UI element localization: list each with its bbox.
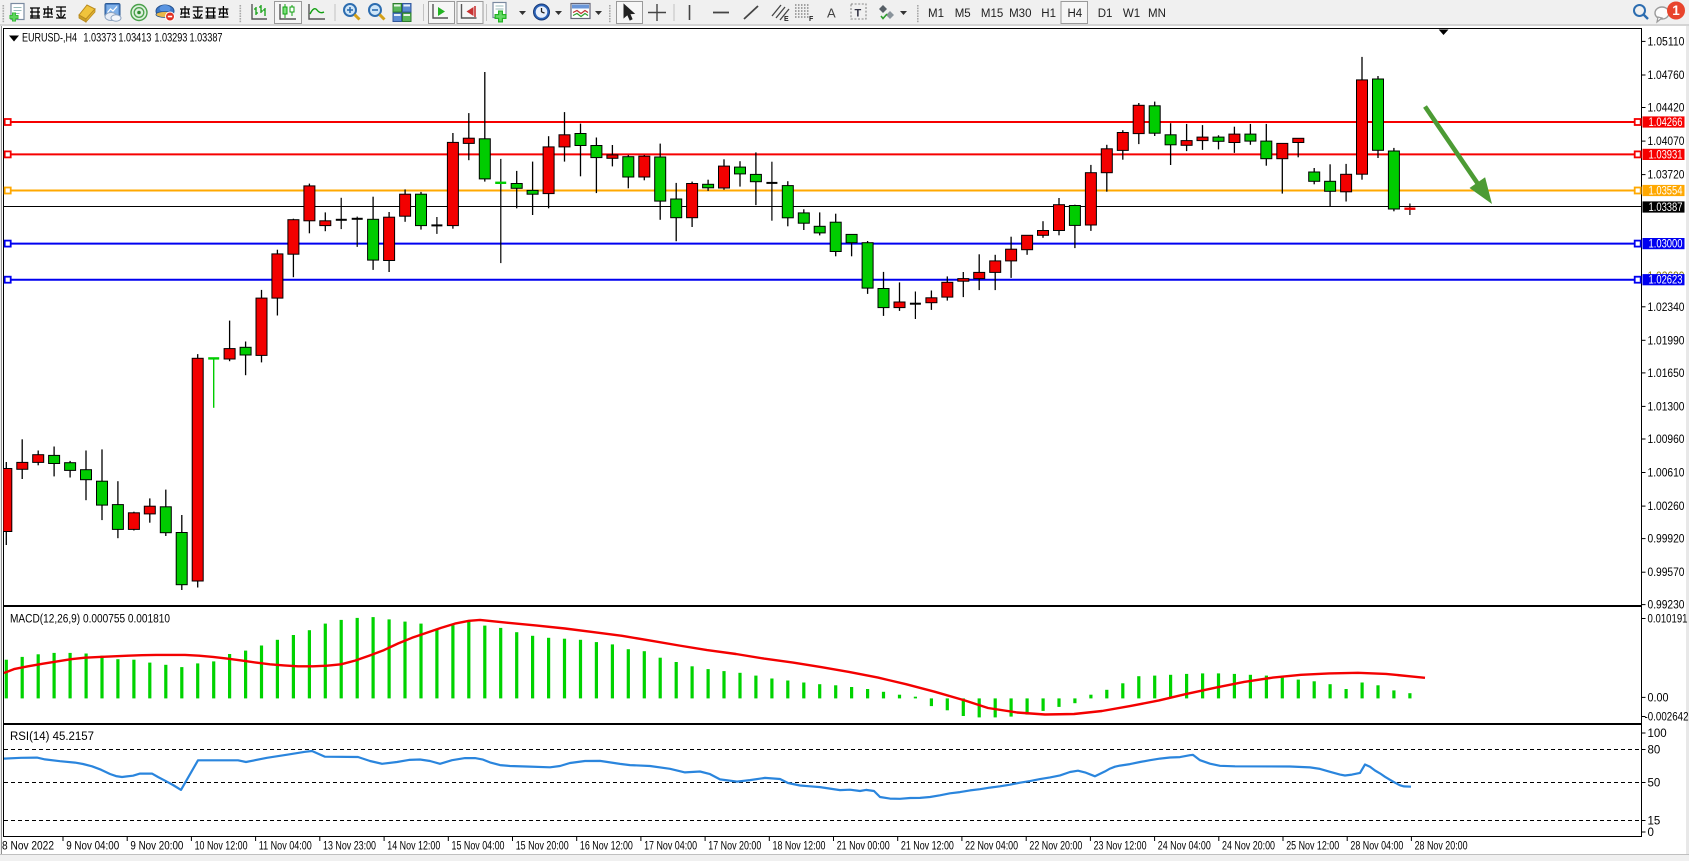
svg-text:1.01300: 1.01300 — [1648, 401, 1685, 413]
svg-text:50: 50 — [1648, 778, 1661, 790]
svg-text:0.00: 0.00 — [1648, 692, 1669, 704]
svg-text:9 Nov 04:00: 9 Nov 04:00 — [66, 841, 119, 853]
svg-text:1.03293: 1.03293 — [154, 31, 187, 45]
svg-text:1.01990: 1.01990 — [1648, 335, 1685, 347]
svg-text:1.04420: 1.04420 — [1648, 103, 1685, 115]
svg-text:21 Nov 00:00: 21 Nov 00:00 — [837, 841, 890, 853]
svg-text:H1: H1 — [1041, 8, 1056, 20]
svg-text:22 Nov 20:00: 22 Nov 20:00 — [1029, 841, 1082, 853]
svg-text:22 Nov 04:00: 22 Nov 04:00 — [965, 841, 1018, 853]
svg-text:1.03554: 1.03554 — [1649, 186, 1683, 198]
svg-text:T: T — [855, 8, 862, 20]
svg-text:1: 1 — [1672, 3, 1680, 18]
svg-text:10 Nov 12:00: 10 Nov 12:00 — [195, 841, 248, 853]
svg-text:1.03413: 1.03413 — [118, 31, 151, 45]
svg-text:1.03720: 1.03720 — [1648, 170, 1685, 182]
svg-text:1.04266: 1.04266 — [1649, 117, 1683, 129]
svg-text:0: 0 — [1648, 827, 1654, 839]
svg-text:-0.002642: -0.002642 — [1645, 712, 1689, 724]
svg-text:1.04760: 1.04760 — [1648, 70, 1685, 82]
svg-text:21 Nov 12:00: 21 Nov 12:00 — [901, 841, 954, 853]
svg-text:24 Nov 04:00: 24 Nov 04:00 — [1158, 841, 1211, 853]
svg-text:M1: M1 — [928, 8, 944, 20]
svg-text:28 Nov 20:00: 28 Nov 20:00 — [1415, 841, 1468, 853]
svg-text:1.00260: 1.00260 — [1648, 501, 1685, 513]
svg-text:MN: MN — [1148, 8, 1166, 20]
svg-text:15 Nov 20:00: 15 Nov 20:00 — [516, 841, 569, 853]
svg-text:1.02340: 1.02340 — [1648, 302, 1685, 314]
svg-text:0.010191: 0.010191 — [1648, 614, 1688, 626]
svg-text:M5: M5 — [955, 8, 971, 20]
svg-text:17 Nov 04:00: 17 Nov 04:00 — [644, 841, 697, 853]
svg-text:0.99920: 0.99920 — [1648, 534, 1685, 546]
svg-text:1.03387: 1.03387 — [190, 31, 223, 45]
svg-text:RSI(14) 45.2157: RSI(14) 45.2157 — [10, 731, 94, 743]
svg-text:H4: H4 — [1068, 8, 1083, 20]
svg-text:EURUSD-,H4: EURUSD-,H4 — [22, 31, 77, 45]
svg-text:D1: D1 — [1098, 8, 1113, 20]
svg-text:8 Nov 2022: 8 Nov 2022 — [2, 841, 54, 853]
svg-text:1.01650: 1.01650 — [1648, 368, 1685, 380]
svg-text:1.00610: 1.00610 — [1648, 468, 1685, 480]
svg-text:1.03931: 1.03931 — [1649, 149, 1683, 161]
svg-text:17 Nov 20:00: 17 Nov 20:00 — [708, 841, 761, 853]
svg-text:23 Nov 12:00: 23 Nov 12:00 — [1094, 841, 1147, 853]
svg-text:24 Nov 20:00: 24 Nov 20:00 — [1222, 841, 1275, 853]
svg-text:13 Nov 23:00: 13 Nov 23:00 — [323, 841, 376, 853]
svg-text:9 Nov 20:00: 9 Nov 20:00 — [130, 841, 183, 853]
svg-text:1.03000: 1.03000 — [1649, 239, 1683, 251]
svg-text:16 Nov 12:00: 16 Nov 12:00 — [580, 841, 633, 853]
svg-text:18 Nov 12:00: 18 Nov 12:00 — [773, 841, 826, 853]
svg-text:1.05110: 1.05110 — [1648, 36, 1685, 48]
svg-text:0.99570: 0.99570 — [1648, 567, 1685, 579]
svg-text:1.00960: 1.00960 — [1648, 434, 1685, 446]
svg-text:1.02623: 1.02623 — [1649, 275, 1683, 287]
svg-text:100: 100 — [1648, 728, 1667, 740]
svg-text:28 Nov 04:00: 28 Nov 04:00 — [1350, 841, 1403, 853]
svg-text:25 Nov 12:00: 25 Nov 12:00 — [1286, 841, 1339, 853]
svg-text:1.03373: 1.03373 — [83, 31, 116, 45]
svg-text:1.03387: 1.03387 — [1649, 202, 1683, 214]
svg-text:A: A — [827, 6, 836, 21]
svg-text:0.99230: 0.99230 — [1648, 600, 1685, 612]
svg-text:M15: M15 — [981, 8, 1003, 20]
svg-text:MACD(12,26,9) 0.000755 0.00181: MACD(12,26,9) 0.000755 0.001810 — [10, 614, 170, 626]
svg-text:F: F — [809, 16, 814, 23]
svg-text:15 Nov 04:00: 15 Nov 04:00 — [452, 841, 505, 853]
svg-text:E: E — [784, 16, 789, 23]
svg-text:W1: W1 — [1123, 8, 1140, 20]
svg-text:80: 80 — [1648, 745, 1661, 757]
svg-text:M30: M30 — [1009, 8, 1031, 20]
svg-text:1.04070: 1.04070 — [1648, 136, 1685, 148]
svg-text:14 Nov 12:00: 14 Nov 12:00 — [387, 841, 440, 853]
svg-text:11 Nov 04:00: 11 Nov 04:00 — [259, 841, 312, 853]
svg-text:15: 15 — [1648, 816, 1661, 828]
